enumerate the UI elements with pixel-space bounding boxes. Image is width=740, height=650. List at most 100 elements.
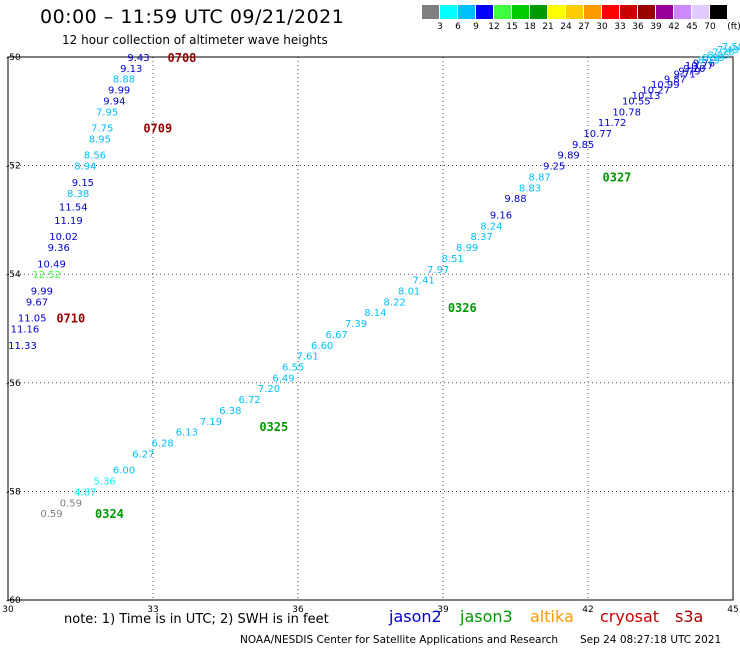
color-legend-label: 9: [473, 22, 479, 32]
swh-value: 6.00: [113, 466, 135, 477]
y-tick-label: -58: [6, 487, 21, 497]
swh-value: 6.60: [311, 341, 333, 352]
color-legend-label: 27: [578, 22, 590, 32]
y-tick-label: -50: [6, 53, 21, 63]
color-swatch: [692, 5, 710, 19]
color-swatch: [602, 5, 620, 19]
swh-value: 8.22: [384, 297, 406, 308]
swh-value: 6.38: [219, 406, 241, 417]
swh-value: 10.77: [583, 129, 612, 140]
color-swatch: [494, 5, 512, 19]
swh-value: 9.43: [127, 53, 149, 64]
swh-value: 7.41: [413, 276, 435, 287]
swh-value: 10.49: [37, 259, 66, 270]
legend-jason2: jason2: [389, 607, 442, 626]
time-label: 0709: [143, 122, 172, 136]
color-swatch: [584, 5, 602, 19]
color-legend-label: 15: [506, 22, 518, 32]
swh-value: 9.76: [693, 58, 715, 69]
swh-value: 9.13: [120, 64, 142, 75]
swh-value: 10.99: [651, 80, 680, 91]
legend-jason3: jason3: [460, 607, 513, 626]
swh-value: 7.58: [722, 42, 740, 53]
swh-value: 6.13: [176, 428, 198, 439]
color-swatch: [674, 5, 692, 19]
swh-value: 11.33: [8, 341, 37, 352]
swh-value: 8.95: [89, 134, 111, 145]
swh-value: 4.87: [74, 487, 96, 498]
credit-text: NOAA/NESDIS Center for Satellite Applica…: [240, 634, 558, 646]
swh-value: 8.99: [456, 243, 478, 254]
swh-value: 10.13: [632, 91, 661, 102]
swh-value: 9.25: [543, 162, 565, 173]
time-label: 0708: [168, 51, 197, 65]
swh-value: 7.97: [427, 265, 449, 276]
swh-value: 7.19: [200, 417, 222, 428]
swh-value: 8.88: [113, 75, 135, 86]
color-legend-label: 39: [650, 22, 662, 32]
y-tick-label: -60: [6, 596, 21, 606]
y-tick-label: -52: [6, 162, 21, 172]
color-legend-label: 24: [560, 22, 572, 32]
swh-value: 9.85: [572, 140, 594, 151]
time-label: 0710: [56, 312, 85, 326]
swh-value: 9.87: [664, 75, 686, 86]
color-legend-label: 6: [455, 22, 461, 32]
swh-value: 6.49: [272, 373, 294, 384]
color-swatch: [548, 5, 566, 19]
swh-value: 10.78: [612, 107, 641, 118]
map-title: 00:00 – 11:59 UTC 09/21/2021: [40, 6, 345, 28]
swh-value: 7.70: [712, 48, 734, 59]
color-swatch: [566, 5, 584, 19]
swh-value: 6.67: [326, 330, 348, 341]
color-legend-label: 12: [488, 22, 500, 32]
swh-value: 10.55: [622, 96, 651, 107]
swh-value: 8.37: [471, 232, 493, 243]
swh-value: 9.94: [103, 96, 125, 107]
swh-value: 8.51: [442, 254, 464, 265]
color-swatch: [656, 5, 674, 19]
swh-value: 9.67: [26, 297, 48, 308]
swh-value: 0.59: [60, 498, 82, 509]
color-swatch: [458, 5, 476, 19]
swh-value: 10.27: [641, 86, 670, 97]
generated-timestamp: Sep 24 08:27:18 UTC 2021: [580, 634, 722, 646]
color-legend-label: 33: [614, 22, 626, 32]
color-legend-label: 36: [632, 22, 644, 32]
swh-value: 8.87: [529, 172, 551, 183]
swh-value: 8.83: [519, 183, 541, 194]
color-legend-label: 70: [704, 22, 716, 32]
swh-value: 7.39: [345, 319, 367, 330]
color-legend-label: 3: [437, 22, 443, 32]
time-label: 0325: [259, 420, 288, 434]
swh-value: 7.75: [91, 124, 113, 135]
swh-value: 9.15: [72, 178, 94, 189]
swh-value: 9.88: [504, 194, 526, 205]
swh-value: 6.72: [239, 395, 261, 406]
swh-value: 7.20: [258, 384, 280, 395]
swh-value: 6.28: [152, 439, 174, 450]
x-tick-label: 45: [727, 605, 738, 615]
legend-cryosat: cryosat: [600, 607, 660, 626]
swh-value: 8.05: [707, 50, 729, 61]
swh-value: 0.59: [40, 509, 62, 520]
swh-value: 8.94: [74, 162, 96, 173]
swh-value: 9.71: [674, 69, 696, 80]
swh-value: 11.05: [18, 314, 47, 325]
color-swatch: [638, 5, 656, 19]
color-swatch: [620, 5, 638, 19]
swh-value: 9.89: [558, 151, 580, 162]
color-swatch: [710, 5, 728, 19]
swh-value: 8.14: [364, 308, 386, 319]
swh-value: 9.20: [683, 64, 705, 75]
swh-value: 11.16: [11, 325, 40, 336]
time-label: 0327: [603, 170, 632, 184]
swh-value: 9.16: [490, 210, 512, 221]
swh-value: 9.99: [31, 286, 53, 297]
color-legend-label: 30: [596, 22, 608, 32]
y-tick-label: -56: [6, 379, 21, 389]
swh-value: 5.36: [94, 477, 116, 488]
swh-value: 8.99: [703, 53, 725, 64]
x-tick-label: 33: [147, 605, 158, 615]
x-tick-label: 36: [292, 605, 304, 615]
